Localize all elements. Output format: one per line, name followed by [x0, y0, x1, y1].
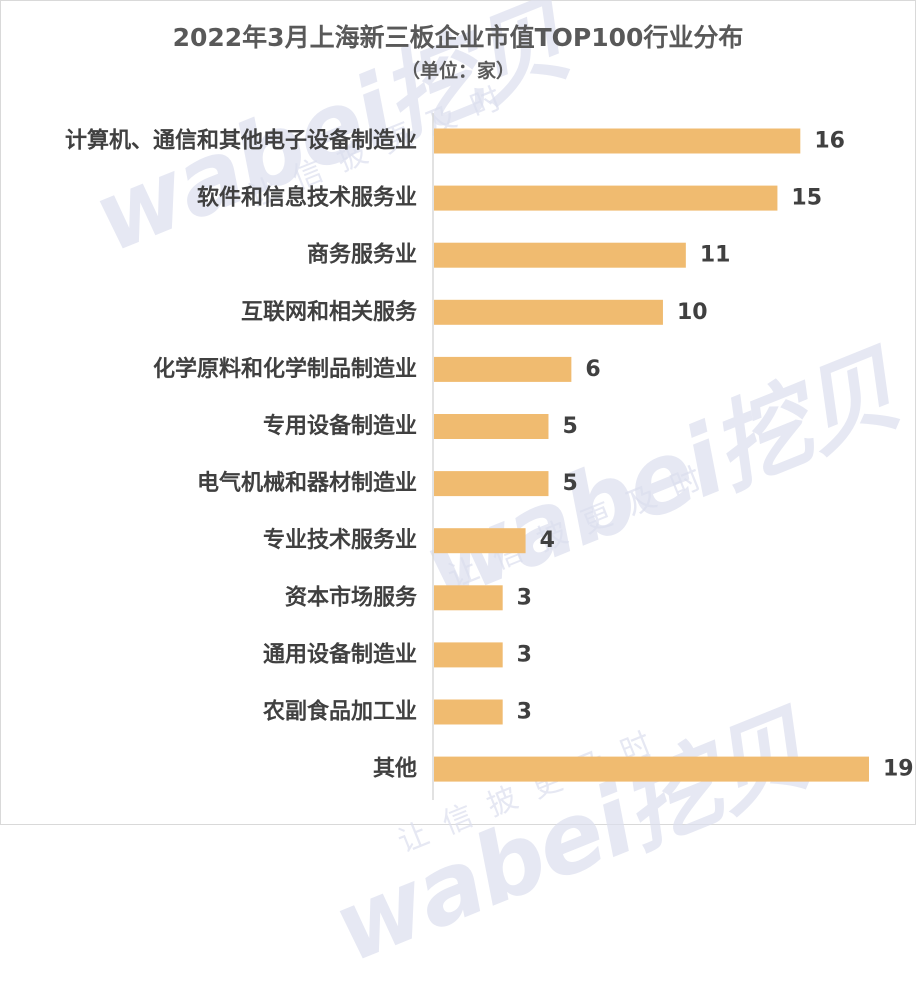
- value-label: 3: [517, 642, 532, 667]
- category-label: 专业技术服务业: [263, 527, 417, 553]
- value-label: 10: [677, 300, 708, 325]
- category-label: 计算机、通信和其他电子设备制造业: [65, 128, 417, 154]
- value-label: 5: [562, 471, 577, 496]
- bar: [434, 185, 778, 211]
- bar: [434, 528, 526, 554]
- bar: [434, 299, 663, 325]
- category-label: 资本市场服务: [285, 584, 418, 610]
- value-label: 4: [540, 528, 555, 553]
- category-label: 软件和信息技术服务业: [197, 185, 417, 211]
- bar: [434, 642, 503, 668]
- bar: [434, 242, 686, 268]
- bar: [434, 585, 503, 611]
- category-label: 通用设备制造业: [263, 641, 417, 667]
- category-label: 专用设备制造业: [263, 413, 417, 439]
- value-label: 3: [517, 700, 532, 725]
- bar: [434, 471, 549, 497]
- category-label: 互联网和相关服务: [241, 300, 418, 325]
- bar-chart: 计算机、通信和其他电子设备制造业 16 软件和信息技术服务业 15 商务服务业 11 互联网…: [65, 113, 914, 800]
- category-label: 其他: [373, 757, 417, 782]
- value-label: 16: [814, 129, 845, 154]
- category-label: 农副食品加工业: [262, 699, 417, 725]
- value-label: 6: [585, 357, 600, 382]
- bar: [434, 128, 801, 154]
- chart-title: 2022年3月上海新三板企业市值TOP100行业分布: [172, 23, 744, 52]
- bar: [434, 414, 549, 439]
- value-label: 11: [700, 243, 731, 268]
- bar: [434, 756, 869, 782]
- bar: [434, 356, 572, 382]
- chart-subtitle: （单位：家）: [400, 60, 515, 82]
- category-label: 商务服务业: [307, 242, 417, 268]
- bar: [434, 699, 503, 725]
- value-label: 19: [883, 757, 914, 782]
- value-label: 5: [562, 414, 577, 439]
- value-label: 15: [791, 186, 822, 211]
- category-label: 化学原料和化学制品制造业: [153, 356, 417, 382]
- value-label: 3: [517, 585, 532, 610]
- category-label: 电气机械和器材制造业: [197, 470, 417, 496]
